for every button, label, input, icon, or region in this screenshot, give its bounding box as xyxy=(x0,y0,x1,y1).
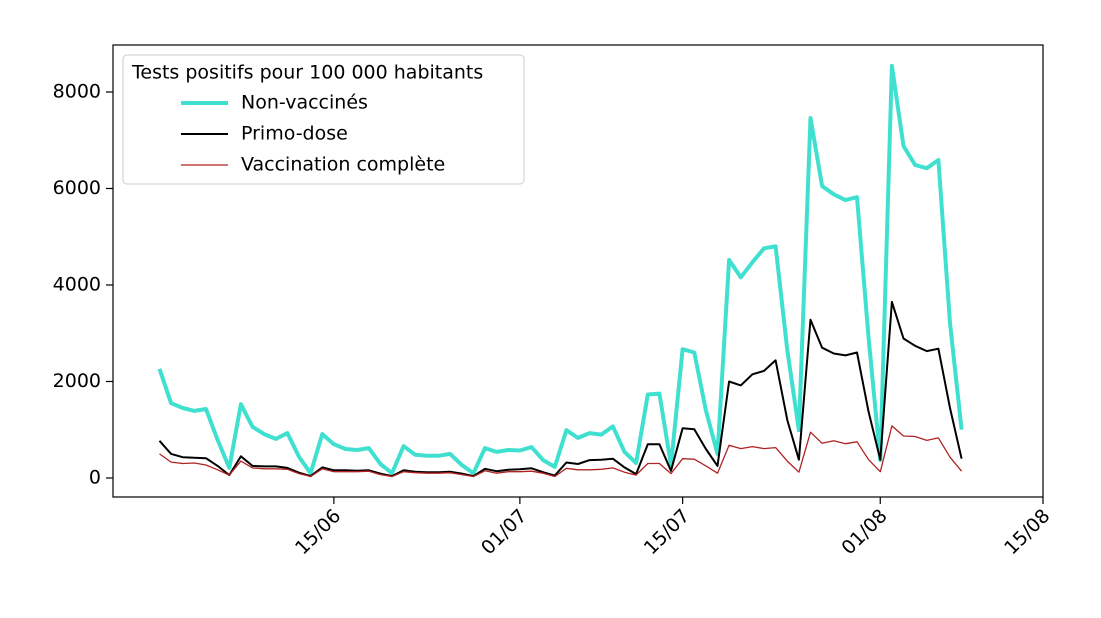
x-tick-label: 15/08 xyxy=(1000,505,1054,559)
axes-frame xyxy=(112,44,1044,498)
series-line xyxy=(157,63,964,476)
x-tick-label: 01/08 xyxy=(837,505,891,559)
legend-title: Tests positifs pour 100 000 habitants xyxy=(131,62,483,84)
y-tick-label: 6000 xyxy=(53,177,101,199)
legend-label: Non-vaccinés xyxy=(241,92,368,114)
y-tick-label: 2000 xyxy=(53,370,101,392)
x-tick-label: 15/06 xyxy=(291,505,345,559)
series-line xyxy=(158,300,963,478)
y-tick-label: 0 xyxy=(89,466,101,488)
y-tick-label: 4000 xyxy=(53,273,101,295)
y-tick-label: 8000 xyxy=(53,80,101,102)
legend-box xyxy=(122,54,525,185)
series-line xyxy=(159,425,963,478)
x-tick-label: 01/07 xyxy=(477,505,531,559)
legend-label: Vaccination complète xyxy=(241,154,445,176)
legend-label: Primo-dose xyxy=(241,123,348,145)
x-tick-label: 15/07 xyxy=(640,505,694,559)
